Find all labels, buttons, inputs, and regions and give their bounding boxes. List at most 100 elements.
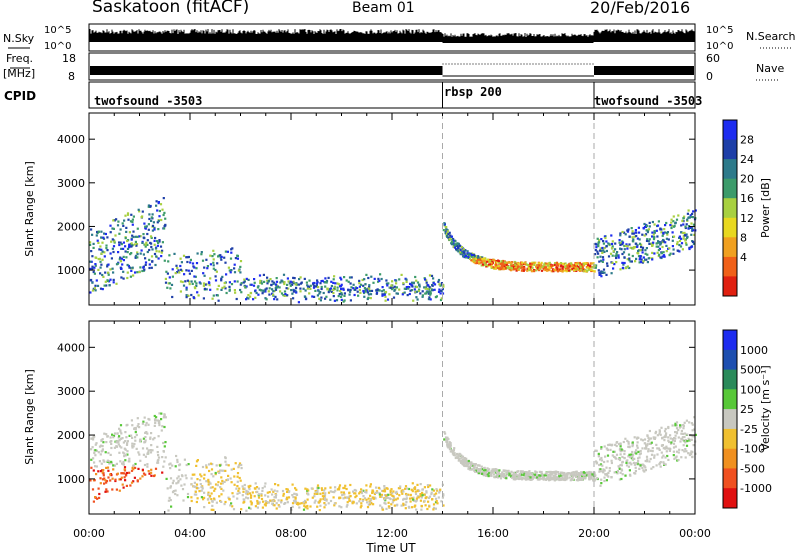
- range-cell: [645, 239, 649, 242]
- range-cell: [126, 271, 129, 274]
- range-cell: [455, 248, 458, 251]
- range-cell: [209, 277, 212, 280]
- range-cell: [144, 245, 147, 248]
- range-cell: [533, 270, 536, 273]
- range-cell: [277, 484, 280, 487]
- range-cell: [357, 294, 360, 297]
- range-cell: [110, 460, 113, 463]
- range-cell: [517, 477, 521, 480]
- range-cell: [444, 432, 447, 435]
- range-cell: [680, 437, 683, 440]
- range-cell: [123, 466, 127, 469]
- range-cell: [367, 503, 370, 506]
- range-cell: [409, 500, 412, 503]
- range-cell: [453, 454, 456, 457]
- range-cell: [657, 245, 660, 248]
- range-cell: [514, 263, 517, 266]
- range-cell: [106, 435, 109, 438]
- range-cell: [359, 291, 362, 294]
- range-cell: [251, 491, 254, 494]
- range-cell: [637, 460, 640, 463]
- range-cell: [311, 496, 314, 499]
- range-cell: [205, 258, 208, 261]
- range-cell: [538, 478, 541, 481]
- range-cell: [607, 471, 610, 474]
- range-cell: [95, 442, 98, 445]
- range-cell: [434, 507, 437, 510]
- range-cell: [276, 490, 279, 493]
- range-cell: [425, 290, 428, 294]
- range-cell: [473, 253, 476, 256]
- range-cell: [674, 437, 677, 440]
- range-cell: [628, 266, 631, 270]
- nsky-label: N.Sky: [3, 32, 35, 45]
- range-cell: [274, 288, 278, 291]
- range-cell: [95, 279, 98, 282]
- range-cell: [651, 251, 654, 254]
- range-cell: [146, 243, 149, 246]
- range-cell: [233, 263, 236, 266]
- range-cell: [94, 465, 97, 468]
- range-cell: [427, 485, 430, 489]
- range-cell: [599, 247, 602, 250]
- range-cell: [294, 289, 297, 292]
- range-cell: [672, 248, 675, 251]
- range-cell: [567, 269, 570, 272]
- range-cell: [272, 499, 275, 502]
- range-cell: [673, 457, 676, 460]
- range-cell: [264, 504, 267, 507]
- range-cell: [384, 502, 387, 505]
- range-cell: [391, 286, 394, 289]
- range-cell: [560, 264, 563, 267]
- range-cell: [123, 476, 126, 479]
- range-cell: [91, 265, 94, 268]
- range-cell: [419, 483, 422, 486]
- range-cell: [115, 441, 118, 444]
- range-cell: [507, 469, 510, 472]
- range-cell: [619, 232, 622, 235]
- range-cell: [421, 295, 424, 298]
- range-cell: [598, 241, 601, 244]
- range-cell: [626, 247, 629, 250]
- range-cell: [536, 476, 539, 479]
- range-cell: [685, 243, 688, 246]
- range-cell: [150, 219, 153, 222]
- range-cell: [563, 471, 566, 475]
- range-cell: [308, 279, 311, 282]
- range-cell: [286, 294, 289, 297]
- range-cell: [107, 451, 110, 455]
- range-cell: [659, 433, 662, 436]
- range-cell: [293, 277, 296, 280]
- range-cell: [239, 260, 243, 263]
- range-cell: [368, 286, 371, 289]
- range-cell: [148, 217, 151, 221]
- range-cell: [217, 299, 220, 302]
- range-cell: [500, 260, 503, 263]
- range-cell: [139, 252, 142, 255]
- range-cell: [382, 490, 385, 493]
- range-cell: [437, 290, 441, 293]
- range-cell: [353, 293, 356, 297]
- range-cell: [319, 291, 322, 294]
- range-cell: [497, 474, 501, 478]
- range-cell: [329, 287, 333, 290]
- range-cell: [594, 249, 597, 252]
- range-cell: [231, 505, 234, 508]
- range-cell: [130, 213, 133, 216]
- range-cell: [629, 456, 632, 459]
- range-cell: [619, 243, 622, 246]
- range-cell: [657, 254, 660, 258]
- xtick-label: 16:00: [477, 527, 509, 540]
- range-cell: [439, 284, 442, 287]
- range-cell: [378, 279, 381, 282]
- range-cell: [638, 238, 641, 241]
- range-cell: [584, 472, 587, 475]
- range-cell: [627, 228, 630, 231]
- range-cell: [282, 492, 285, 495]
- range-cell: [109, 453, 112, 456]
- range-cell: [111, 433, 114, 436]
- range-cell: [672, 446, 676, 449]
- range-cell: [126, 239, 129, 243]
- range-cell: [195, 262, 199, 265]
- range-cell: [432, 508, 435, 511]
